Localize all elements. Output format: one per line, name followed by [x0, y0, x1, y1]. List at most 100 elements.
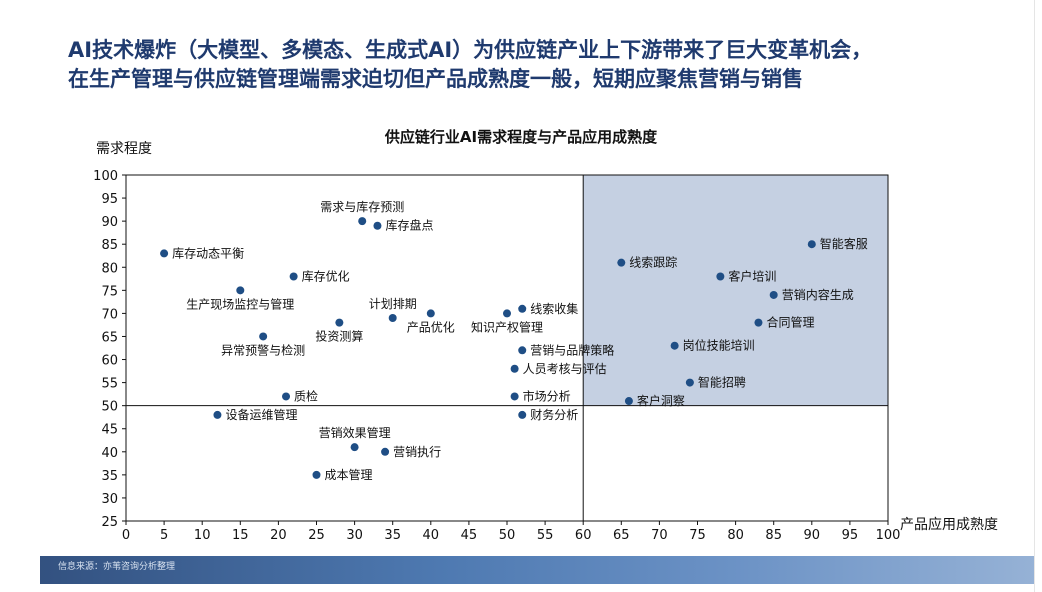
x-tick-label: 55	[537, 528, 554, 543]
y-tick-label: 35	[101, 469, 118, 484]
data-point-label: 投资测算	[315, 329, 363, 344]
data-point-label: 线索收集	[530, 301, 578, 316]
data-point-label: 智能招聘	[698, 375, 746, 390]
y-tick-label: 70	[101, 307, 118, 322]
x-tick-label: 5	[160, 528, 168, 543]
data-point-label: 智能客服	[820, 236, 868, 251]
data-point	[518, 346, 527, 355]
data-point-label: 库存优化	[302, 268, 350, 283]
data-point	[373, 221, 382, 230]
x-tick-label: 95	[842, 528, 859, 543]
x-tick-label: 10	[194, 528, 211, 543]
data-point	[282, 392, 291, 401]
x-tick-label: 85	[765, 528, 782, 543]
x-tick-label: 45	[461, 528, 478, 543]
footer-source: 信息来源：亦苇咨询分析整理	[58, 562, 176, 572]
data-point-label: 合同管理	[766, 315, 814, 330]
data-point-label: 客户洞察	[637, 393, 685, 408]
x-axis-label: 产品应用成熟度	[900, 517, 998, 533]
x-tick-label: 60	[575, 528, 592, 543]
data-point-label: 岗位技能培训	[683, 338, 755, 353]
data-point	[160, 249, 169, 258]
data-point-label: 质检	[294, 388, 318, 403]
y-tick-label: 90	[101, 215, 118, 230]
y-tick-label: 60	[101, 354, 118, 369]
y-tick-label: 40	[101, 446, 118, 461]
headline-line-2: 在生产管理与供应链管理端需求迫切但产品成熟度一般，短期应聚焦营销与销售	[68, 67, 803, 91]
y-tick-label: 65	[101, 330, 118, 345]
data-point-label: 需求与库存预测	[320, 199, 404, 214]
headline-line-1: AI技术爆炸（大模型、多模态、生成式AI）为供应链产业上下游带来了巨大变革机会，	[68, 38, 873, 62]
y-tick-label: 25	[101, 515, 118, 530]
footer-bar	[40, 556, 1034, 584]
data-point-label: 营销效果管理	[319, 425, 391, 440]
x-tick-label: 25	[308, 528, 325, 543]
data-point	[335, 318, 344, 327]
data-point-label: 营销与品牌策略	[530, 342, 614, 357]
data-point	[685, 378, 694, 387]
data-point	[624, 397, 633, 406]
x-tick-label: 70	[651, 528, 668, 543]
data-point	[259, 332, 268, 341]
data-point-label: 异常预警与检测	[221, 342, 305, 357]
data-point-label: 库存动态平衡	[172, 245, 244, 260]
data-point	[617, 258, 626, 267]
data-point	[388, 314, 397, 323]
x-tick-label: 50	[499, 528, 516, 543]
x-tick-label: 35	[384, 528, 401, 543]
data-point	[518, 410, 527, 419]
data-point-label: 产品优化	[407, 320, 455, 334]
y-tick-label: 85	[101, 238, 118, 253]
chart-title: 供应链行业AI需求程度与产品应用成熟度	[384, 128, 658, 146]
data-point	[716, 272, 725, 281]
y-axis-label: 需求程度	[96, 141, 152, 157]
data-point-label: 客户培训	[728, 268, 776, 283]
data-point-label: 知识产权管理	[471, 319, 543, 334]
y-tick-label: 30	[101, 492, 118, 507]
data-point-label: 市场分析	[523, 388, 571, 403]
slide-headline: AI技术爆炸（大模型、多模态、生成式AI）为供应链产业上下游带来了巨大变革机会，…	[68, 36, 1008, 94]
x-tick-label: 80	[727, 528, 744, 543]
x-tick-label: 90	[804, 528, 821, 543]
data-point-label: 成本管理	[325, 467, 373, 482]
data-point-label: 营销执行	[393, 445, 441, 459]
x-tick-label: 40	[423, 528, 440, 543]
x-tick-label: 15	[232, 528, 249, 543]
x-tick-label: 65	[613, 528, 630, 543]
data-point-label: 财务分析	[530, 407, 578, 422]
highlight-quadrant	[583, 175, 888, 406]
data-point	[213, 410, 222, 419]
data-point-label: 库存盘点	[385, 218, 433, 233]
data-point	[312, 470, 321, 479]
x-tick-label: 75	[689, 528, 706, 543]
divider-line	[1034, 0, 1035, 592]
y-tick-label: 100	[93, 169, 118, 184]
x-tick-label: 100	[876, 528, 901, 543]
y-tick-label: 45	[101, 423, 118, 438]
data-point	[289, 272, 298, 281]
data-point-label: 计划排期	[369, 297, 417, 311]
data-point	[769, 290, 778, 299]
data-point	[236, 286, 245, 295]
data-point-label: 生产现场监控与管理	[186, 296, 294, 311]
x-tick-label: 0	[122, 528, 130, 543]
x-tick-label: 30	[346, 528, 363, 543]
data-point	[426, 309, 435, 318]
data-point	[503, 309, 511, 318]
data-point	[381, 447, 390, 456]
data-point	[510, 364, 519, 373]
y-tick-label: 75	[101, 284, 118, 299]
y-tick-label: 95	[101, 192, 118, 207]
data-point	[807, 240, 816, 249]
data-point-label: 设备运维管理	[225, 407, 297, 422]
data-point-label: 人员考核与评估	[523, 362, 607, 376]
x-tick-label: 20	[270, 528, 287, 543]
y-tick-label: 80	[101, 261, 118, 276]
data-point-label: 线索跟踪	[629, 256, 677, 270]
y-tick-label: 55	[101, 377, 118, 392]
data-point	[670, 341, 679, 350]
data-point	[510, 392, 519, 401]
data-point	[518, 304, 527, 313]
